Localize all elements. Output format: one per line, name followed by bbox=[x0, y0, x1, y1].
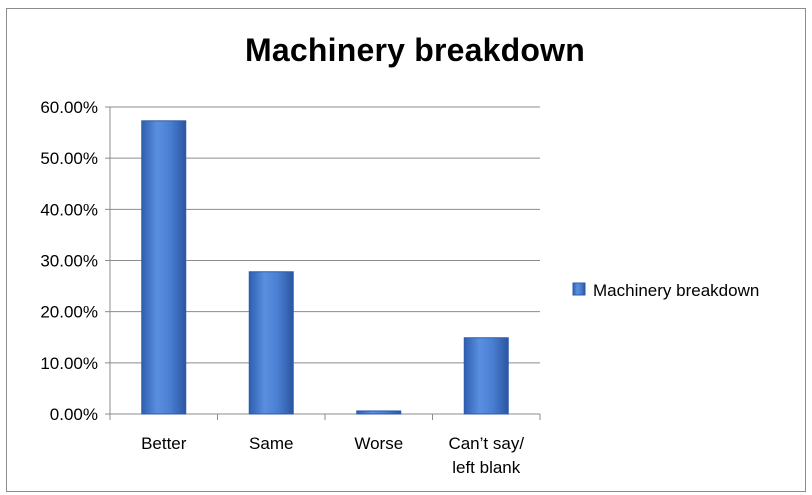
chart-title: Machinery breakdown bbox=[245, 32, 585, 68]
x-tick-label: Better bbox=[141, 434, 187, 453]
x-axis-tick-labels: Better Same Worse Can’t say/left blank bbox=[141, 434, 524, 477]
y-tick-label: 60.00% bbox=[40, 98, 98, 117]
x-tick-label-line: Can’t say/ bbox=[448, 434, 524, 453]
chart-frame bbox=[6, 8, 806, 492]
x-tick-label-line: Worse bbox=[354, 434, 403, 453]
x-tick-label-line: Same bbox=[249, 434, 293, 453]
x-tick-label-line: left blank bbox=[452, 458, 521, 477]
x-tick-label: Can’t say/left blank bbox=[448, 434, 524, 477]
bar bbox=[141, 120, 187, 415]
legend: Machinery breakdown bbox=[572, 281, 759, 300]
legend-label: Machinery breakdown bbox=[593, 281, 759, 300]
y-tick-label: 50.00% bbox=[40, 149, 98, 168]
legend-swatch bbox=[572, 282, 586, 296]
y-tick-label: 20.00% bbox=[40, 303, 98, 322]
y-axis-tick-labels: 0.00% 10.00% 20.00% 30.00% 40.00% 50.00% 60.00… bbox=[40, 98, 98, 424]
y-tick-label: 10.00% bbox=[40, 354, 98, 373]
bar bbox=[463, 337, 509, 415]
x-tick-label: Worse bbox=[354, 434, 403, 453]
x-tick-label: Same bbox=[249, 434, 293, 453]
x-tick-label-line: Better bbox=[141, 434, 187, 453]
bars bbox=[141, 120, 509, 415]
bar bbox=[356, 410, 402, 415]
y-tick-label: 30.00% bbox=[40, 252, 98, 271]
bar bbox=[248, 271, 294, 415]
y-tick-label: 0.00% bbox=[50, 405, 98, 424]
y-tick-label: 40.00% bbox=[40, 200, 98, 219]
